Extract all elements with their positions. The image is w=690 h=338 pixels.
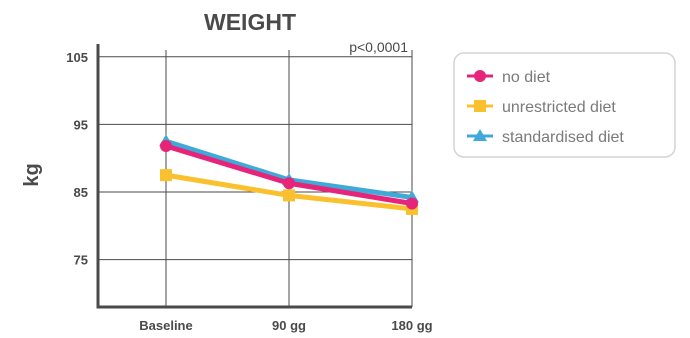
data-point — [160, 140, 172, 153]
legend-marker — [473, 129, 487, 141]
legend-items: no diet unrestricted diet standardised die… — [467, 69, 624, 146]
legend-item: standardised diet — [467, 129, 624, 146]
y-tick-label: 95 — [74, 117, 88, 132]
y-axis-label: kg — [21, 163, 43, 186]
axes — [96, 44, 412, 309]
legend-item: unrestricted diet — [467, 99, 616, 116]
data-point — [283, 189, 295, 202]
x-tick-label: 180 gg — [391, 318, 432, 333]
legend-label: unrestricted diet — [502, 99, 616, 116]
x-tick-labels: Baseline 90 gg 180 gg — [139, 318, 432, 333]
x-tick-label: 90 gg — [272, 318, 306, 333]
x-tick-label: Baseline — [139, 318, 192, 333]
legend-marker — [474, 100, 486, 112]
p-value-annotation: p<0,0001 — [349, 39, 408, 55]
data-point — [283, 177, 295, 190]
series-no-diet — [160, 140, 418, 210]
legend-label: standardised diet — [502, 129, 624, 146]
y-tick-label: 85 — [74, 185, 88, 200]
chart-title: WEIGHT — [204, 9, 296, 35]
y-tick-labels: 75 85 95 105 — [66, 50, 88, 268]
data-point — [160, 169, 172, 182]
legend-box — [453, 52, 676, 158]
data-series — [159, 134, 419, 215]
y-tick-label: 105 — [66, 50, 88, 65]
data-point — [406, 197, 418, 210]
y-tick-label: 75 — [74, 253, 88, 268]
legend-item: no diet — [467, 69, 551, 86]
grid-lines — [98, 50, 413, 307]
legend-marker — [474, 70, 486, 82]
legend: no diet unrestricted diet standardised die… — [453, 52, 676, 158]
legend-label: no diet — [502, 69, 551, 86]
